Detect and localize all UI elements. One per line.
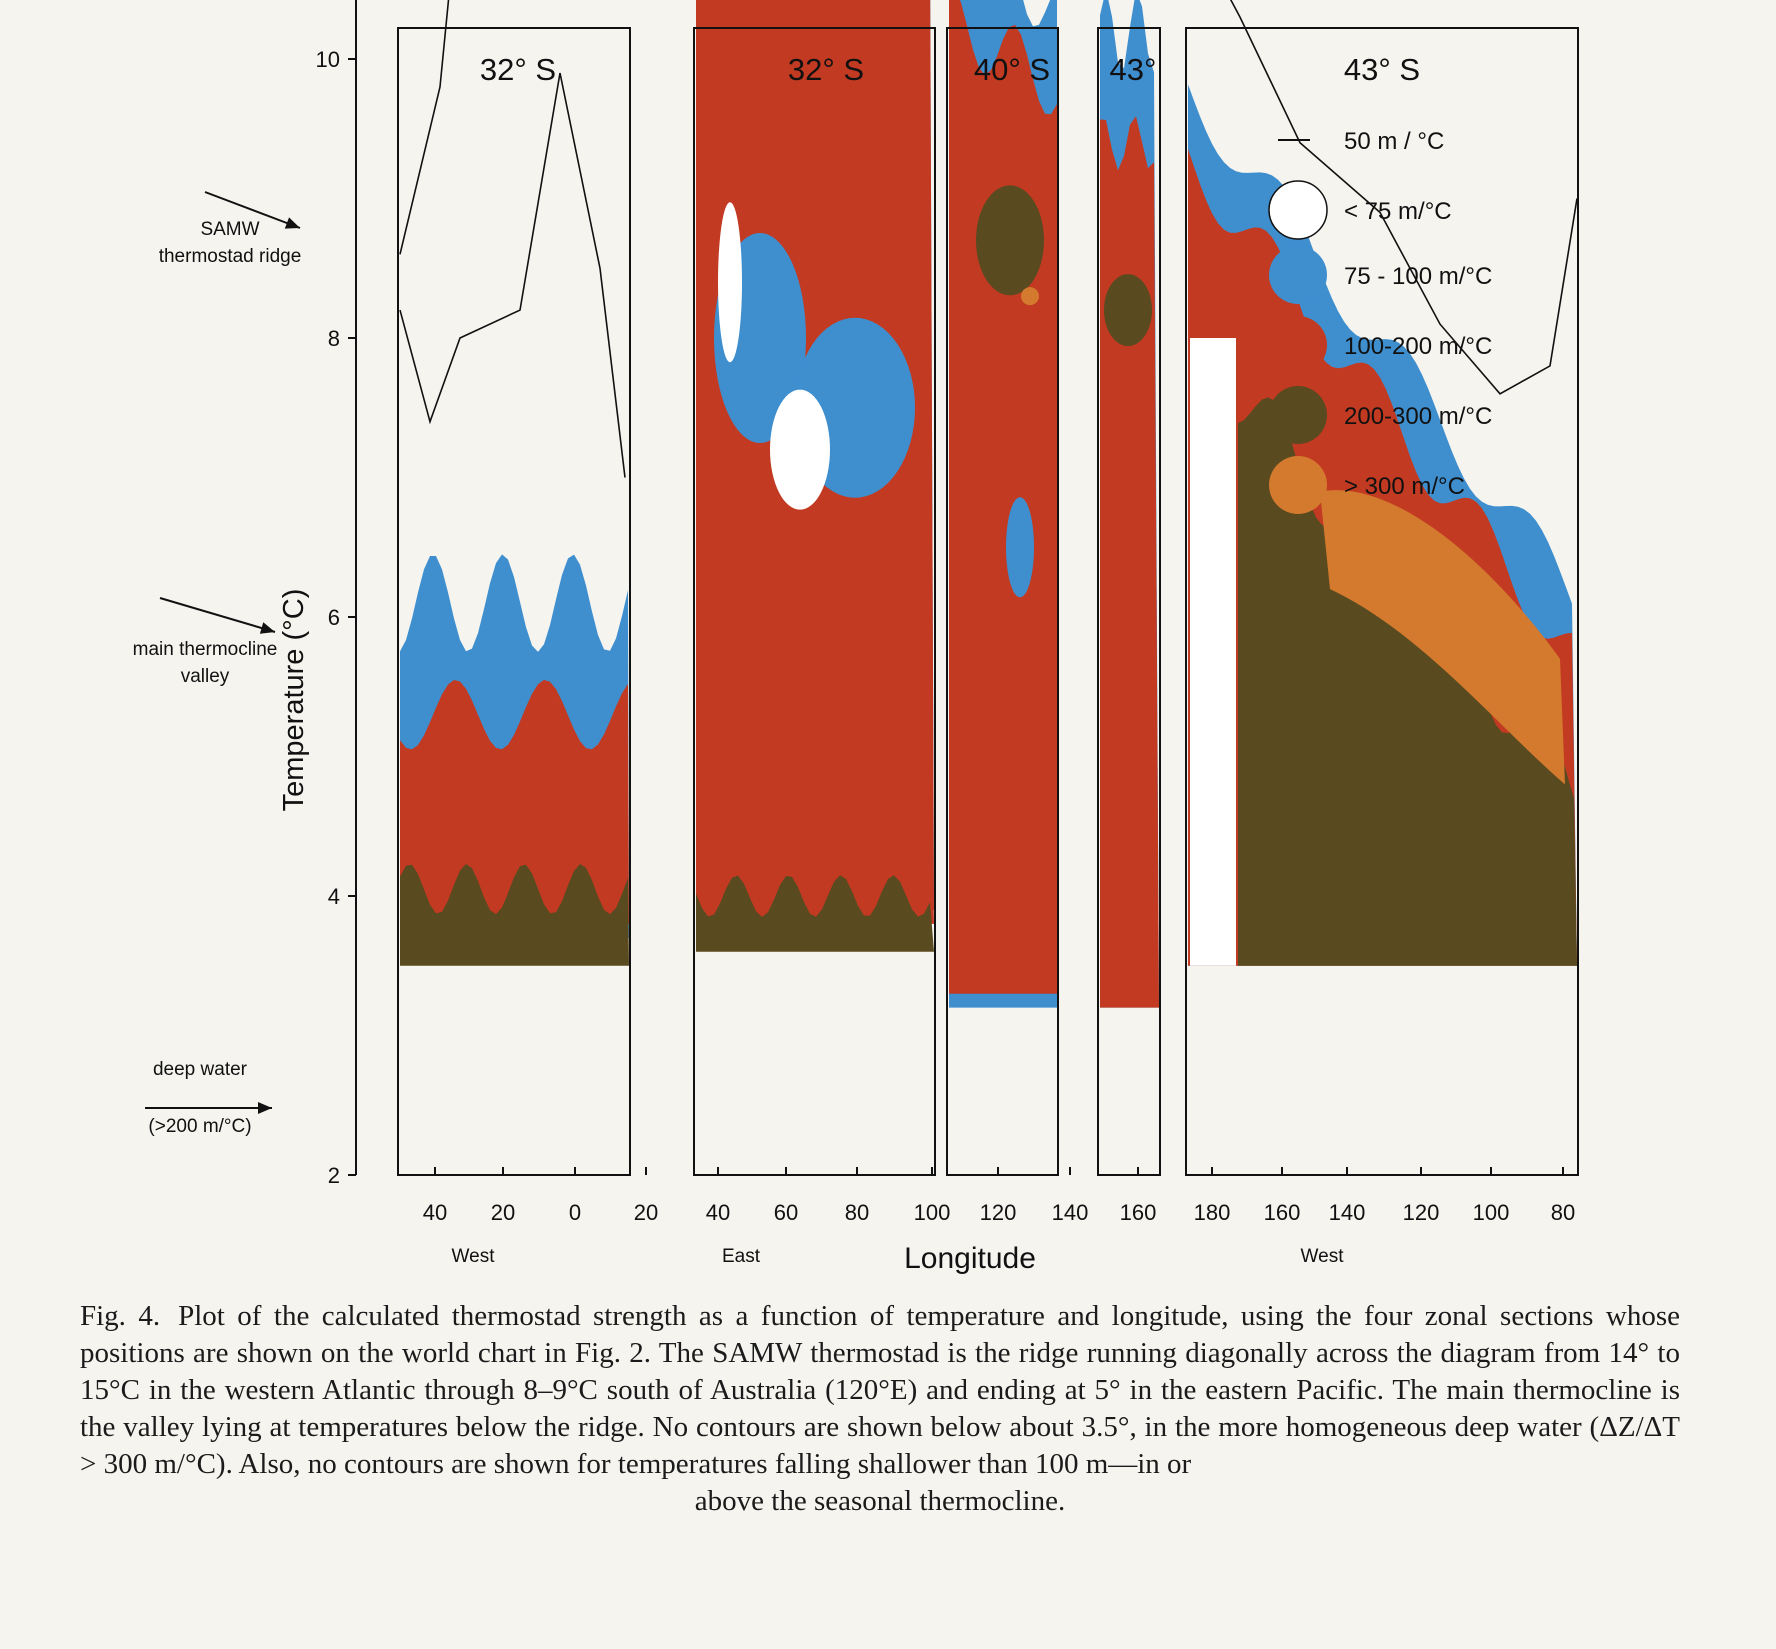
section-title: 43° xyxy=(1110,52,1157,87)
sec1-red-lower xyxy=(400,679,629,924)
x-axis-label: Longitude xyxy=(904,1242,1036,1275)
sec2-red-lower xyxy=(696,658,934,924)
annotation-text: deep water xyxy=(153,1059,248,1080)
legend-label: 50 m / °C xyxy=(1344,128,1444,155)
x-tick-label: 140 xyxy=(1052,1200,1089,1225)
x-tick-label: 160 xyxy=(1264,1200,1301,1225)
x-tick-label: 20 xyxy=(491,1200,515,1225)
legend-label: 75 - 100 m/°C xyxy=(1344,263,1492,290)
annotation-text: main thermocline xyxy=(133,639,278,660)
y-tick-label: 6 xyxy=(328,605,340,630)
x-tick-label: 20 xyxy=(634,1200,658,1225)
caption-label: Fig. 4. xyxy=(80,1300,161,1332)
section-gap-2 xyxy=(1059,20,1097,1175)
annotation-text: (>200 m/°C) xyxy=(148,1116,251,1137)
caption-text: Plot of the calculated thermostad streng… xyxy=(80,1300,1680,1480)
section-title: 40° S xyxy=(974,52,1050,87)
legend-label: < 75 m/°C xyxy=(1344,198,1452,225)
legend: 50 m / °C < 75 m/°C 75 - 100 m/°C 100-200 m… xyxy=(1268,128,1492,514)
x-tick-label: 120 xyxy=(980,1200,1017,1225)
x-tick-label: 120 xyxy=(1403,1200,1440,1225)
sec3-blue-valley xyxy=(1006,497,1034,598)
y-axis: 246810121416 xyxy=(316,0,357,1188)
sec4-red xyxy=(1100,116,1159,1008)
sec3-red-deep xyxy=(949,840,1057,994)
annotation-text: valley xyxy=(181,666,230,687)
x-direction-label: West xyxy=(1301,1246,1345,1267)
annotation-text: SAMW xyxy=(200,219,259,240)
sec3-red xyxy=(949,0,1057,994)
sec4-brown xyxy=(1104,274,1152,347)
legend-label: > 300 m/°C xyxy=(1344,473,1465,500)
y-tick-label: 2 xyxy=(328,1163,340,1188)
section-gap-1 xyxy=(631,20,693,1175)
section-title: 32° S xyxy=(480,52,556,87)
section-title: 32° S xyxy=(788,52,864,87)
x-tick-label: 140 xyxy=(1329,1200,1366,1225)
y-tick-label: 4 xyxy=(328,884,340,909)
annotation-text: thermostad ridge xyxy=(159,246,302,267)
annotation-arrowhead xyxy=(259,622,275,634)
y-axis-label: Temperature (°C) xyxy=(278,589,310,812)
section-frame-5 xyxy=(1185,27,1579,1176)
x-tick-label: 100 xyxy=(1473,1200,1510,1225)
sec2-white-core xyxy=(718,202,742,363)
x-direction-label: West xyxy=(452,1246,496,1267)
section-frame-2 xyxy=(693,27,936,1176)
caption-last-line: above the seasonal thermocline. xyxy=(694,1485,1066,1517)
x-tick-label: 180 xyxy=(1194,1200,1231,1225)
x-tick-label: 100 xyxy=(914,1200,951,1225)
sec1-brown-deep xyxy=(400,864,629,966)
thermostad-fill-layer xyxy=(399,0,1578,1175)
sec5-brown xyxy=(1238,397,1577,966)
y-tick-label: 8 xyxy=(328,326,340,351)
sec3-orange-spot xyxy=(1021,287,1039,306)
sec2-white-core-2 xyxy=(770,389,830,510)
y-tick-label: 10 xyxy=(316,47,340,72)
contour-sec1-lower xyxy=(399,72,626,478)
x-tick-label: 0 xyxy=(569,1200,581,1225)
legend-swatch xyxy=(1269,386,1327,444)
section-gap-3 xyxy=(1161,20,1185,1175)
section-frame-3 xyxy=(946,27,1059,1176)
section-titles: 32° S 32° S 40° S 43° 43° S xyxy=(480,52,1420,87)
section-frame-4 xyxy=(1097,27,1161,1176)
x-tick-label: 160 xyxy=(1120,1200,1157,1225)
sec3-brown-ridge xyxy=(976,185,1044,296)
annotation-arrow xyxy=(159,597,276,633)
x-tick-label: 60 xyxy=(774,1200,798,1225)
figure-caption: Fig. 4. Plot of the calculated thermostad… xyxy=(80,1298,1680,1520)
thermostad-figure: 246810121416 Temperature (°C) 4020020Wes… xyxy=(133,0,1579,1275)
contour-sec5 xyxy=(1229,0,1578,395)
sec5-no-data-block xyxy=(1190,338,1236,966)
x-tick-label: 40 xyxy=(706,1200,730,1225)
legend-swatch xyxy=(1269,246,1327,304)
legend-label: 200-300 m/°C xyxy=(1344,403,1492,430)
annotation-arrow xyxy=(204,191,301,229)
contour-sec1-upper xyxy=(399,0,450,255)
x-direction-label: East xyxy=(722,1246,761,1267)
legend-swatch xyxy=(1269,456,1327,514)
section-frame-1 xyxy=(397,27,631,1176)
legend-swatch xyxy=(1268,180,1328,240)
x-tick-label: 40 xyxy=(423,1200,447,1225)
x-tick-label: 80 xyxy=(845,1200,869,1225)
section-title: 43° S xyxy=(1344,52,1420,87)
legend-label: 100-200 m/°C xyxy=(1344,333,1492,360)
annotation-arrowhead xyxy=(284,217,300,229)
annotations: SAMW thermostad ridge main thermocline vall… xyxy=(133,191,302,1137)
legend-swatch xyxy=(1269,316,1327,374)
sec5-orange-ridge xyxy=(1320,490,1565,785)
x-tick-label: 80 xyxy=(1551,1200,1575,1225)
section-frames xyxy=(397,27,1579,1176)
annotation-arrowhead xyxy=(258,1102,272,1114)
sec2-brown-deep xyxy=(696,875,934,952)
